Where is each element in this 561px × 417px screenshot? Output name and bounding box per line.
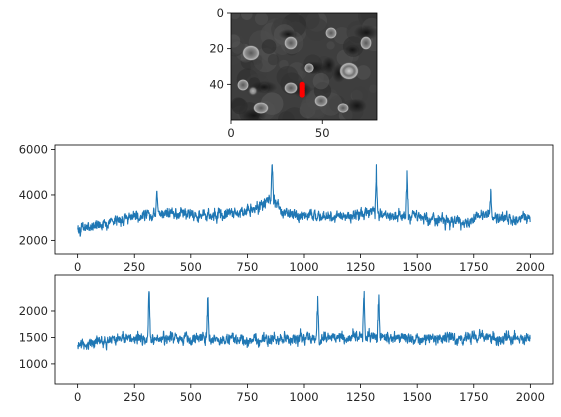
- x-tick-label: 1500: [403, 390, 432, 404]
- roi-markers: [299, 81, 305, 98]
- x-tick-label: 50: [315, 126, 330, 140]
- y-tick-label: 2000: [19, 304, 48, 318]
- x-tick-label: 2000: [516, 390, 545, 404]
- x-axis-1: 0 250 500 750 1000 1250 1500 1750 2000: [74, 254, 545, 274]
- x-tick-label: 500: [180, 260, 202, 274]
- x-tick-label: 500: [180, 390, 202, 404]
- x-tick-label: 2000: [516, 260, 545, 274]
- x-tick-label: 250: [123, 390, 145, 404]
- x-tick-label: 1250: [346, 260, 375, 274]
- x-tick-label: 1000: [289, 390, 318, 404]
- series-line-2: [77, 290, 531, 351]
- x-tick-label: 0: [74, 390, 81, 404]
- x-tick-label: 750: [236, 260, 258, 274]
- x-tick-label: 0: [227, 126, 234, 140]
- x-tick-label: 250: [123, 260, 145, 274]
- y-tick-label: 2000: [19, 233, 48, 247]
- x-tick-label: 1750: [459, 390, 488, 404]
- x-tick-label: 750: [236, 390, 258, 404]
- x-tick-label: 1500: [403, 260, 432, 274]
- roi-marker: [299, 92, 305, 98]
- y-axis-1: 2000 4000 6000: [19, 143, 55, 247]
- series-line-1: [77, 164, 531, 237]
- x-tick-label: 1750: [459, 260, 488, 274]
- x-axis-2: 0 250 500 750 1000 1250 1500 1750 2000: [74, 384, 545, 404]
- y-axis-2: 1000 1500 2000: [19, 304, 55, 371]
- image-y-axis: 0 20 40: [209, 6, 231, 91]
- image-x-axis: 0 50: [227, 120, 330, 140]
- image-heatmap: [231, 13, 377, 120]
- y-tick-label: 6000: [19, 143, 48, 157]
- y-tick-label: 40: [209, 77, 224, 91]
- trace-panel-1: 0 250 500 750 1000 1250 1500 1750 2000 2000 4000 6…: [19, 143, 554, 274]
- y-tick-label: 20: [209, 42, 224, 56]
- image-panel: 0 50 0 20 40: [209, 6, 378, 140]
- x-tick-label: 1000: [289, 260, 318, 274]
- y-tick-label: 1500: [19, 330, 48, 344]
- axes-frame-1: [54, 144, 554, 255]
- y-tick-label: 4000: [19, 188, 48, 202]
- x-tick-label: 0: [74, 260, 81, 274]
- y-tick-label: 1000: [19, 357, 48, 371]
- x-tick-label: 1250: [346, 390, 375, 404]
- axes-frame-2: [54, 274, 554, 385]
- image-frame: [230, 12, 378, 121]
- y-tick-label: 0: [217, 6, 224, 20]
- trace-panel-2: 0 250 500 750 1000 1250 1500 1750 2000 1000 1500 2…: [19, 274, 554, 404]
